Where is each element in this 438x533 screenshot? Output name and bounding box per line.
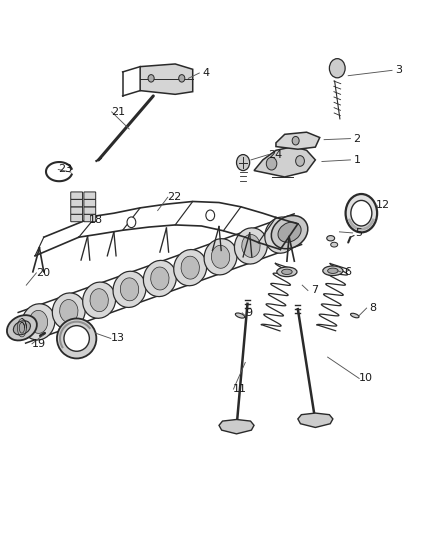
Circle shape	[266, 157, 277, 170]
Polygon shape	[219, 419, 254, 434]
FancyBboxPatch shape	[71, 207, 82, 214]
Ellipse shape	[120, 278, 139, 301]
Ellipse shape	[151, 267, 169, 290]
Ellipse shape	[323, 266, 343, 276]
Text: 11: 11	[233, 384, 247, 394]
Circle shape	[296, 156, 304, 166]
Text: 21: 21	[111, 107, 125, 117]
Circle shape	[206, 210, 215, 221]
Ellipse shape	[351, 200, 372, 226]
Ellipse shape	[13, 321, 31, 335]
Text: 20: 20	[36, 268, 50, 278]
FancyBboxPatch shape	[84, 214, 95, 222]
Text: 4: 4	[202, 68, 209, 78]
FancyBboxPatch shape	[71, 199, 82, 207]
Polygon shape	[276, 132, 320, 149]
Ellipse shape	[64, 326, 89, 351]
FancyBboxPatch shape	[84, 199, 95, 207]
Text: 9: 9	[245, 308, 252, 318]
Text: 19: 19	[32, 339, 46, 349]
Ellipse shape	[242, 235, 260, 257]
Text: 7: 7	[311, 286, 318, 295]
Text: 2: 2	[353, 134, 360, 143]
Ellipse shape	[331, 242, 338, 247]
Polygon shape	[140, 64, 193, 94]
Text: 13: 13	[110, 334, 124, 343]
Text: 22: 22	[167, 192, 181, 202]
Text: 10: 10	[359, 374, 373, 383]
Ellipse shape	[272, 224, 290, 247]
Ellipse shape	[328, 268, 338, 273]
Ellipse shape	[265, 217, 298, 253]
Text: 24: 24	[268, 150, 282, 159]
Text: 8: 8	[370, 303, 377, 313]
Ellipse shape	[181, 256, 199, 279]
Text: 1: 1	[353, 155, 360, 165]
Circle shape	[148, 75, 154, 82]
Text: 5: 5	[356, 228, 363, 238]
Ellipse shape	[113, 271, 146, 308]
Polygon shape	[298, 413, 333, 427]
Ellipse shape	[277, 267, 297, 277]
Polygon shape	[254, 147, 315, 177]
Ellipse shape	[204, 239, 237, 275]
Ellipse shape	[60, 300, 78, 322]
Ellipse shape	[143, 261, 177, 296]
Ellipse shape	[57, 318, 96, 359]
Ellipse shape	[282, 269, 292, 274]
Circle shape	[237, 155, 250, 171]
Text: 23: 23	[58, 165, 72, 174]
FancyBboxPatch shape	[84, 207, 95, 214]
Ellipse shape	[22, 304, 55, 340]
Ellipse shape	[83, 282, 116, 318]
Ellipse shape	[9, 320, 35, 336]
FancyBboxPatch shape	[71, 192, 82, 199]
Circle shape	[292, 136, 299, 145]
Text: 6: 6	[344, 267, 351, 277]
Text: 12: 12	[376, 200, 390, 210]
Ellipse shape	[346, 194, 377, 232]
Text: 18: 18	[89, 215, 103, 224]
Ellipse shape	[278, 222, 301, 242]
FancyBboxPatch shape	[71, 214, 82, 222]
Ellipse shape	[7, 315, 37, 341]
Ellipse shape	[52, 293, 85, 329]
Ellipse shape	[327, 236, 335, 241]
Ellipse shape	[212, 245, 230, 268]
Ellipse shape	[235, 313, 245, 318]
Ellipse shape	[174, 249, 207, 286]
FancyBboxPatch shape	[84, 192, 95, 199]
Ellipse shape	[234, 228, 268, 264]
Text: 3: 3	[395, 66, 402, 75]
Circle shape	[179, 75, 185, 82]
Ellipse shape	[350, 313, 359, 318]
Ellipse shape	[271, 215, 308, 249]
Circle shape	[329, 59, 345, 78]
Ellipse shape	[29, 310, 48, 333]
Circle shape	[127, 217, 136, 228]
Ellipse shape	[90, 289, 108, 312]
